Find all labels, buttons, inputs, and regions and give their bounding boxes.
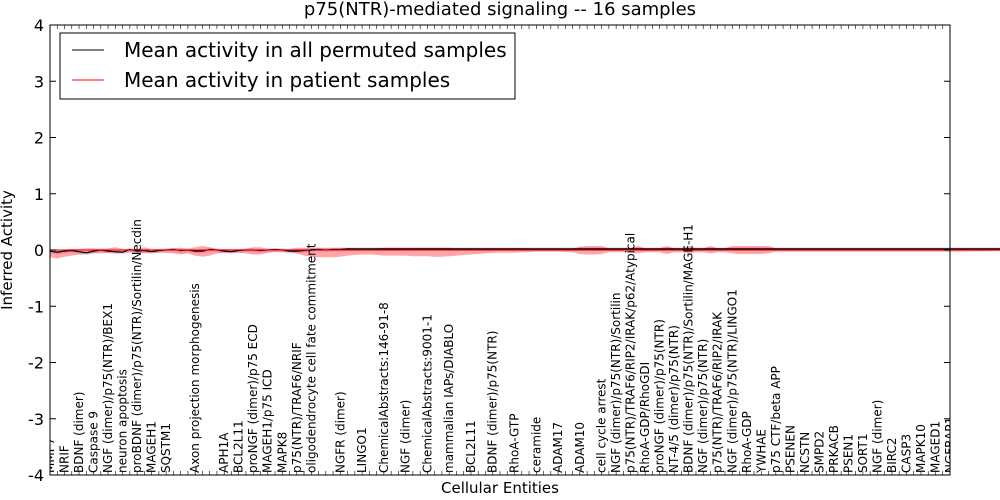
- x-tick-label: NGF (dimer)/p75(NTR)/LINGO1: [725, 289, 739, 473]
- x-tick-label: neuron apoptosis: [116, 369, 130, 473]
- x-tick-label: MAGED1: [928, 421, 942, 473]
- x-tick-label: RhoA-GDP: [740, 411, 754, 473]
- x-tick-label: Axon projection morphogenesis: [188, 283, 202, 473]
- chart-title: p75(NTR)-mediated signaling -- 16 sample…: [304, 0, 696, 20]
- x-tick-label: PRKACB: [827, 425, 841, 473]
- x-tick-label: NT-4/5 (dimer)/p75(NTR): [667, 325, 681, 473]
- legend-label-permuted: Mean activity in all permuted samples: [124, 38, 507, 62]
- y-tick-label: 3: [34, 72, 44, 91]
- x-tick-label: NGFR (dimer): [333, 391, 347, 473]
- x-tick-label: NGF (dimer): [399, 400, 413, 473]
- x-tick-label: Caspase 9: [87, 411, 101, 473]
- x-tick-label: ceramide: [529, 417, 543, 473]
- x-tick-label: RhoA-GTP: [508, 414, 522, 473]
- x-tick-label: MAGEH1: [145, 421, 159, 473]
- x-tick-label: NGF (dimer)/p75(NTR): [696, 339, 710, 473]
- series-line-permuted: [49, 248, 1000, 254]
- x-tick-label: BDNF (dimer): [72, 392, 86, 474]
- x-tick-label: MAPK10: [914, 424, 928, 473]
- x-tick-label: PSENEN: [783, 425, 797, 473]
- plot-area: -4 -3 -2 -1 0 1 2 3 4 MMP7 NRIF BDNF (dimer) Caspase…: [28, 16, 1000, 485]
- y-tick-label: -3: [28, 410, 44, 429]
- y-tick-label: 0: [34, 241, 44, 260]
- y-axis-title: Inferred Activity: [0, 190, 16, 310]
- x-tick-label: RhoA-GDP/RhoGDI: [638, 362, 652, 473]
- x-tick-label: BDNF (dimer)/p75(NTR): [486, 331, 500, 473]
- legend-box: [59, 32, 516, 100]
- x-tick-label: ADAM10: [573, 422, 587, 473]
- y-tick-label: -4: [28, 466, 44, 485]
- x-tick-label: APP: [958, 450, 972, 473]
- x-tick-label: NGFRAP1: [943, 417, 957, 473]
- x-tick-label: BIRC2: [885, 437, 899, 473]
- x-tick-label: p75(NTR)/TRAF6/NRIF: [290, 342, 304, 473]
- x-tick-label: NTF3: [987, 442, 1000, 473]
- x-tick-label: MAPK8: [275, 432, 289, 473]
- x-tick-label: BDNF (dimer)/p75(NTR)/Sortilin/MAGE-H1: [682, 224, 696, 473]
- x-tick-label: oligodendrocyte cell fate commitment: [304, 243, 318, 473]
- legend-label-patient: Mean activity in patient samples: [124, 68, 450, 92]
- x-tick-label: p75(NTR)/TRAF6/RIP2/IRAK: [711, 311, 725, 473]
- x-tick-label: ADAM17: [551, 422, 565, 473]
- x-tick-label: SMPD2: [812, 431, 826, 473]
- x-tick-label: MMP7: [43, 437, 57, 473]
- x-tick-label: mammalian IAPs/DIABLO: [442, 324, 456, 473]
- y-tick-label: 1: [34, 185, 44, 204]
- x-tick-label: RIPK2: [972, 438, 986, 473]
- y-tick-label: 2: [34, 129, 44, 148]
- legend: Mean activity in all permuted samples Me…: [59, 32, 516, 100]
- x-tick-label: ChemicalAbstracts:9001-1: [420, 314, 434, 473]
- x-tick-label: CASP3: [899, 434, 913, 473]
- x-tick-label: YWHAE: [754, 429, 768, 474]
- x-tick-label: proNGF (dimer)/p75(NTR): [653, 319, 667, 473]
- y-tick-label: -1: [28, 297, 44, 316]
- x-tick-label: NCSTN: [798, 432, 812, 473]
- x-tick-label: SQSTM1: [159, 423, 173, 473]
- y-tick-label: 4: [34, 16, 44, 35]
- x-tick-label: MAGEH1/p75 ICD: [261, 369, 275, 473]
- x-axis-title: Cellular Entities: [441, 479, 559, 497]
- x-category-labels: MMP7 NRIF BDNF (dimer) Caspase 9 NGF (dimer)…: [43, 219, 1000, 474]
- x-tick-label: BCL2L11: [232, 420, 246, 473]
- x-tick-label: PSEN1: [841, 434, 855, 473]
- x-tick-label: NRIF: [58, 445, 72, 473]
- x-tick-label: ChemicalAbstracts:146-91-8: [377, 302, 391, 473]
- x-tick-label: p75 CTF/beta APP: [769, 366, 783, 473]
- x-tick-label: proBDNF (dimer)/p75(NTR)/Sortilin/Necdin: [130, 219, 144, 473]
- x-tick-label: NGF (dimer)/p75(NTR)/BEX1: [101, 303, 115, 473]
- x-tick-label: APH1A: [217, 432, 231, 473]
- x-tick-label: LINGO1: [355, 427, 369, 473]
- x-tick-label: BCL2L11: [464, 420, 478, 473]
- x-tick-label: NGF (dimer)/p75(NTR)/Sortilin: [609, 293, 623, 474]
- x-tick-label: SORT1: [856, 434, 870, 474]
- y-tick-label: -2: [28, 354, 44, 373]
- x-tick-label: NGF (dimer): [870, 400, 884, 473]
- x-tick-label: proNGF (dimer)/p75 ECD: [246, 324, 260, 473]
- x-tick-label: cell cycle arrest: [595, 378, 609, 473]
- x-tick-label: p75(NTR)/TRAF6/RIP2/IRAK/p62/Atypical: [624, 233, 638, 473]
